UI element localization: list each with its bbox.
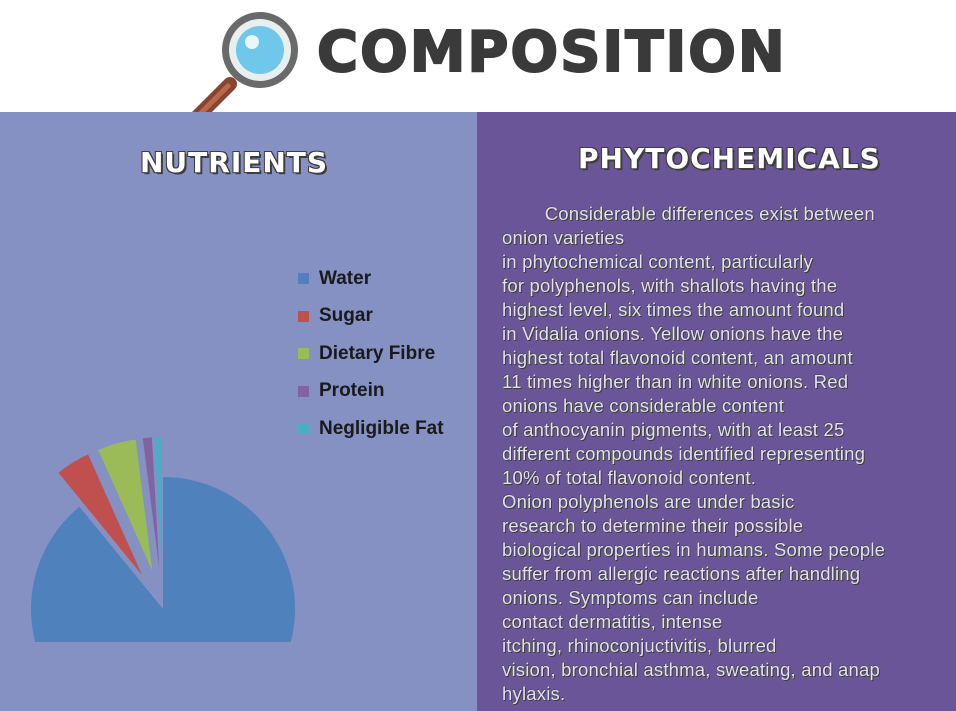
legend-label-protein: Protein [319, 380, 385, 402]
body-text-line: in phytochemical content, particularly [502, 251, 813, 272]
legend-swatch-sugar [298, 310, 309, 322]
body-text-line: research to determine their possible [502, 515, 804, 536]
magnifying-glass-icon [189, 12, 298, 125]
body-text-line: suffer from allergic reactions after han… [502, 563, 861, 584]
page-title: COMPOSITION [316, 19, 787, 86]
legend-swatch-protein [298, 385, 309, 397]
body-text-line: different compounds identified represent… [502, 443, 866, 464]
body-text-line: biological properties in humans. Some pe… [502, 539, 886, 560]
legend-swatch-negligible-fat [298, 423, 309, 435]
legend-label-water: Water [319, 267, 372, 289]
body-text-line: for polyphenols, with shallots having th… [502, 275, 838, 296]
body-text-line: hylaxis. [502, 683, 566, 704]
legend-item-negligible-fat: Negligible Fat [298, 410, 444, 448]
legend-swatch-water [298, 273, 309, 285]
legend-label-negligible-fat: Negligible Fat [319, 417, 444, 439]
body-text-line: onion varieties [502, 227, 625, 248]
legend-item-water: Water [298, 260, 444, 298]
phytochemicals-panel: PHYTOCHEMICALS Considerable differences … [477, 112, 956, 711]
body-text-line: 10% of total flavonoid content. [502, 467, 757, 488]
body-text-line: contact dermatitis, intense [502, 611, 723, 632]
legend-label-sugar: Sugar [319, 305, 373, 327]
legend-swatch-dietary-fibre [298, 348, 309, 360]
body-text-line: Considerable differences exist between [502, 203, 875, 224]
body-text-line: highest total flavonoid content, an amou… [502, 347, 853, 368]
nutrients-pie-chart [31, 437, 295, 642]
pie-slice-water [31, 477, 295, 642]
pie-slice-sugar [58, 454, 142, 575]
nutrients-panel: NUTRIENTS Water Sugar Dietary Fibre Prot… [0, 112, 477, 711]
body-text-line: vision, bronchial asthma, sweating, and … [502, 659, 880, 680]
pie-slice-protein [142, 437, 160, 570]
legend-label-dietary-fibre: Dietary Fibre [319, 342, 436, 364]
header: COMPOSITION [0, 0, 956, 125]
body-text-line: of anthocyanin pigments, with at least 2… [502, 419, 845, 440]
body-text-line: highest level, six times the amount foun… [502, 299, 845, 320]
legend-item-protein: Protein [298, 373, 444, 411]
phytochemicals-body: Considerable differences exist between on… [502, 202, 947, 706]
body-text-line: 11 times higher than in white onions. Re… [502, 371, 849, 392]
phytochemicals-title: PHYTOCHEMICALS [578, 142, 881, 175]
body-text-line: itching, rhinoconjuctivitis, blurred [502, 635, 777, 656]
pie-slice-dietary-fibre [98, 439, 153, 571]
body-text-line: Onion polyphenols are under basic [502, 491, 795, 512]
chart-legend: Water Sugar Dietary Fibre Protein Neglig… [298, 260, 444, 448]
body-text-line: onions have considerable content [502, 395, 785, 416]
legend-item-dietary-fibre: Dietary Fibre [298, 335, 444, 373]
nutrients-title: NUTRIENTS [140, 146, 329, 179]
legend-item-sugar: Sugar [298, 298, 444, 336]
pie-slice-negligible-fat [154, 437, 162, 570]
body-text-line: onions. Symptoms can include [502, 587, 759, 608]
body-text-line: in Vidalia onions. Yellow onions have th… [502, 323, 844, 344]
